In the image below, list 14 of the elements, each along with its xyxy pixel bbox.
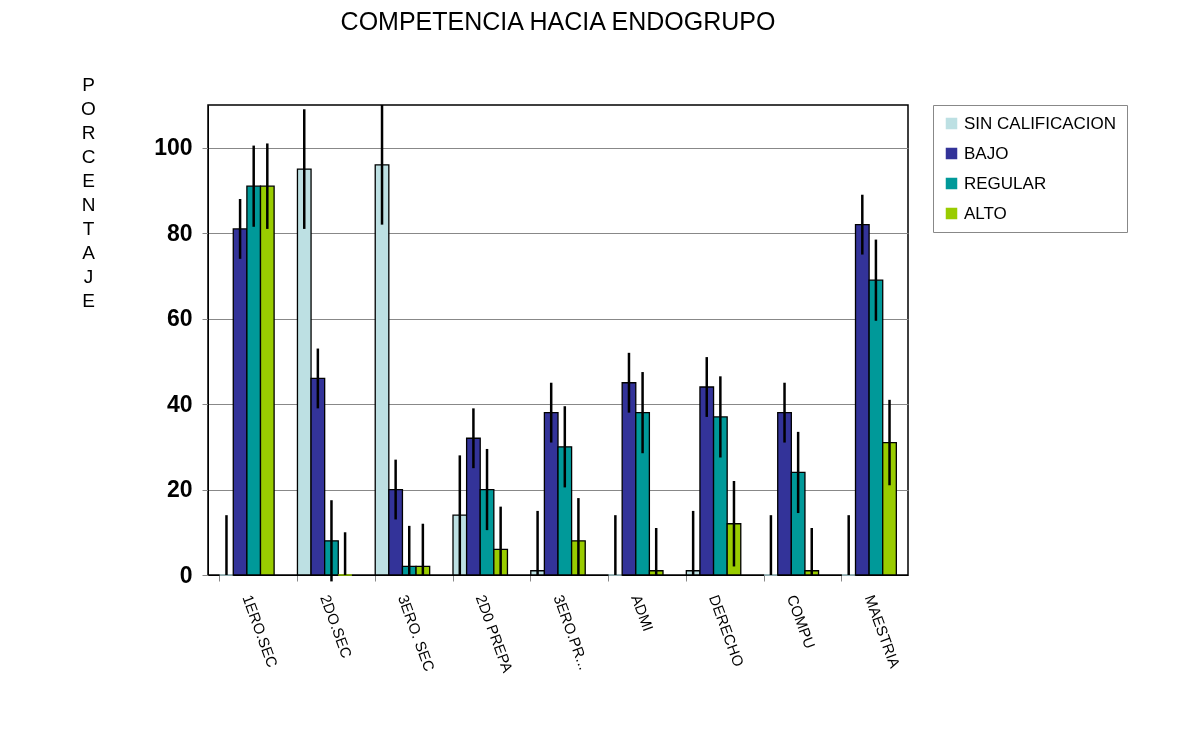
x-tick-label: ADMI (628, 592, 658, 634)
legend-label: BAJO (964, 143, 1009, 163)
y-tick-label: 20 (166, 476, 193, 503)
y-tick-label: 60 (166, 305, 193, 332)
text: PORCENTAJE (81, 73, 96, 311)
legend-label: SIN CALIFICACION (964, 113, 1117, 133)
x-tick-label: 3ERO. SEC (394, 592, 439, 674)
y-tick-label: 100 (154, 134, 193, 161)
chart-title: COMPETENCIA HACIA ENDOGRUPO (340, 7, 776, 35)
y-tick-label: 80 (166, 219, 193, 246)
y-tick-label: 0 (179, 561, 193, 588)
y-tick-label: 40 (166, 390, 193, 417)
legend-label: ALTO (964, 203, 1007, 223)
legend-label: REGULAR (964, 173, 1047, 193)
